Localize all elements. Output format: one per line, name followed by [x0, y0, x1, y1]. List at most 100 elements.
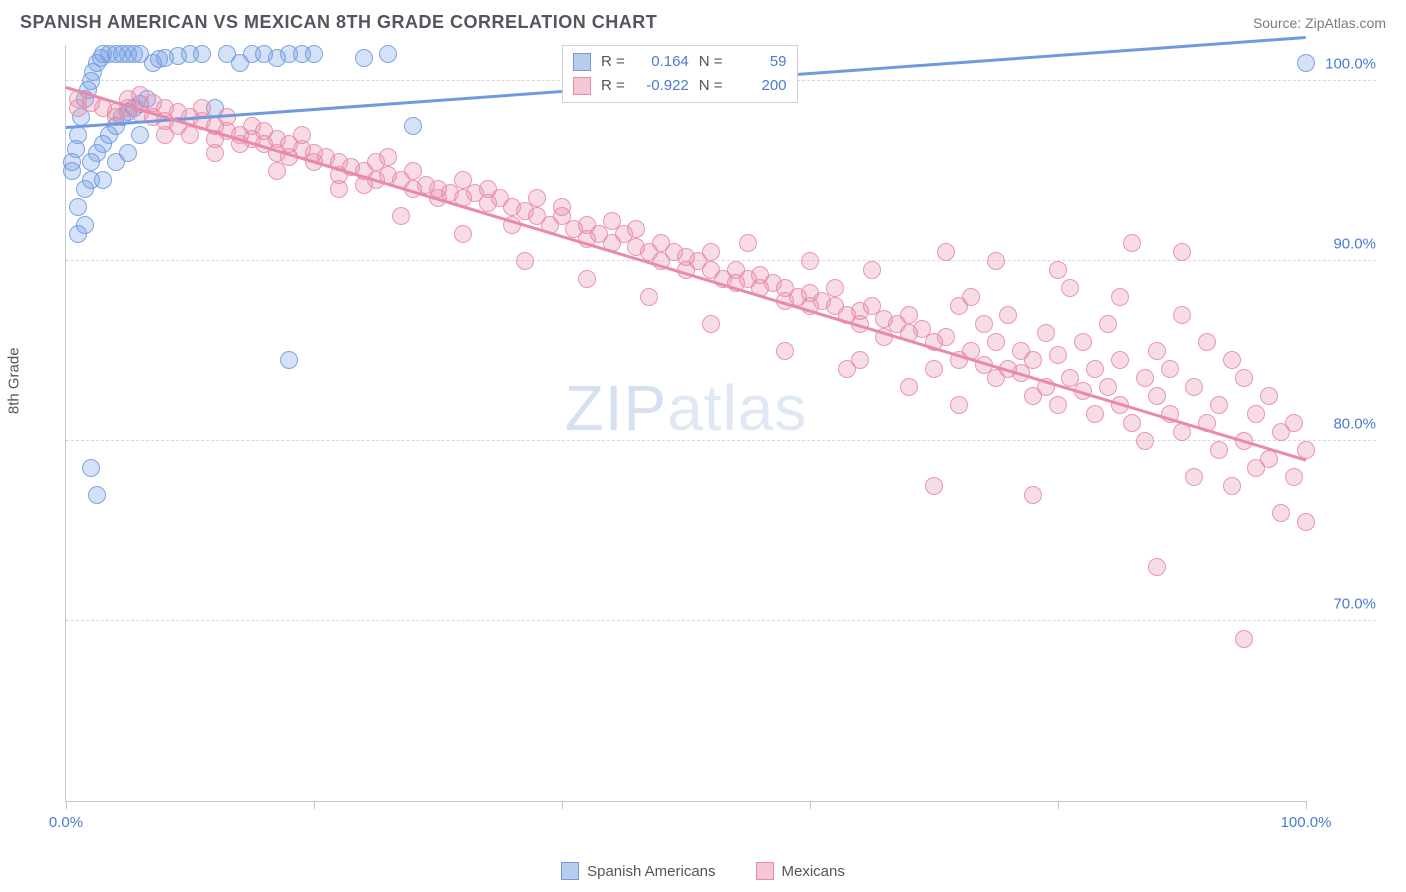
scatter-point [1285, 468, 1303, 486]
xtick [562, 801, 563, 809]
scatter-point [1049, 346, 1067, 364]
legend-stats-row: R =0.164N =59 [573, 50, 787, 74]
scatter-point [1173, 243, 1191, 261]
scatter-point [863, 261, 881, 279]
scatter-point [1235, 630, 1253, 648]
scatter-point [851, 351, 869, 369]
scatter-point [1099, 315, 1117, 333]
scatter-point [553, 198, 571, 216]
scatter-point [404, 117, 422, 135]
legend-bottom: Spanish Americans Mexicans [0, 862, 1406, 880]
scatter-point [156, 126, 174, 144]
scatter-point [1123, 234, 1141, 252]
xtick-label: 100.0% [1281, 814, 1332, 831]
legend-r-value: -0.922 [631, 74, 689, 98]
scatter-point [1111, 351, 1129, 369]
scatter-point [627, 220, 645, 238]
scatter-point [379, 45, 397, 63]
legend-swatch [756, 862, 774, 880]
scatter-point [702, 243, 720, 261]
scatter-point [69, 225, 87, 243]
xtick [810, 801, 811, 809]
scatter-point [516, 252, 534, 270]
scatter-point [82, 459, 100, 477]
ytick-label: 90.0% [1314, 236, 1376, 253]
scatter-point [776, 342, 794, 360]
chart-header: SPANISH AMERICAN VS MEXICAN 8TH GRADE CO… [0, 0, 1406, 41]
legend-item: Spanish Americans [561, 862, 715, 880]
legend-n-label: N = [699, 74, 723, 98]
scatter-point [1185, 378, 1203, 396]
legend-swatch [573, 53, 591, 71]
xtick [314, 801, 315, 809]
scatter-point [962, 288, 980, 306]
scatter-point [1148, 342, 1166, 360]
trend-line [66, 86, 1307, 461]
scatter-point [1272, 504, 1290, 522]
scatter-point [1074, 333, 1092, 351]
scatter-point [987, 333, 1005, 351]
y-axis-label: 8th Grade [6, 347, 23, 414]
scatter-point [1086, 405, 1104, 423]
scatter-point [69, 126, 87, 144]
scatter-point [280, 351, 298, 369]
legend-swatch [573, 77, 591, 95]
scatter-point [826, 279, 844, 297]
scatter-point [193, 45, 211, 63]
scatter-point [1247, 405, 1265, 423]
scatter-point [1210, 396, 1228, 414]
scatter-point [69, 99, 87, 117]
scatter-point [1148, 387, 1166, 405]
scatter-point [305, 45, 323, 63]
scatter-point [1210, 441, 1228, 459]
scatter-point [1136, 432, 1154, 450]
scatter-point [181, 126, 199, 144]
scatter-point [925, 477, 943, 495]
legend-r-label: R = [601, 74, 625, 98]
watermark: ZIPatlas [565, 371, 808, 445]
scatter-point [1148, 558, 1166, 576]
scatter-point [1024, 351, 1042, 369]
legend-r-value: 0.164 [631, 50, 689, 74]
scatter-point [1235, 369, 1253, 387]
legend-label: Spanish Americans [587, 863, 715, 880]
scatter-point [925, 360, 943, 378]
scatter-point [379, 148, 397, 166]
legend-stats: R =0.164N =59R =-0.922N =200 [562, 45, 798, 103]
scatter-point [640, 288, 658, 306]
xtick [66, 801, 67, 809]
scatter-point [1260, 450, 1278, 468]
scatter-point [454, 225, 472, 243]
scatter-point [1185, 468, 1203, 486]
plot-area: ZIPatlas 70.0%80.0%90.0%100.0%0.0%100.0%… [65, 45, 1306, 802]
gridline-h [66, 620, 1376, 621]
legend-n-label: N = [699, 50, 723, 74]
scatter-point [268, 162, 286, 180]
ytick-label: 70.0% [1314, 596, 1376, 613]
scatter-point [1223, 477, 1241, 495]
legend-n-value: 200 [729, 74, 787, 98]
scatter-point [1049, 261, 1067, 279]
scatter-point [1136, 369, 1154, 387]
scatter-point [1061, 279, 1079, 297]
scatter-point [987, 252, 1005, 270]
scatter-point [1024, 486, 1042, 504]
legend-label: Mexicans [782, 863, 845, 880]
xtick-label: 0.0% [49, 814, 83, 831]
scatter-point [1285, 414, 1303, 432]
scatter-point [937, 328, 955, 346]
scatter-point [119, 144, 137, 162]
scatter-point [528, 189, 546, 207]
scatter-point [1173, 306, 1191, 324]
scatter-point [1099, 378, 1117, 396]
scatter-point [1086, 360, 1104, 378]
scatter-point [900, 378, 918, 396]
legend-stats-row: R =-0.922 N =200 [573, 74, 787, 98]
scatter-point [975, 315, 993, 333]
scatter-point [94, 171, 112, 189]
scatter-point [739, 234, 757, 252]
scatter-point [69, 198, 87, 216]
scatter-point [131, 126, 149, 144]
ytick-label: 100.0% [1314, 56, 1376, 73]
legend-r-label: R = [601, 50, 625, 74]
